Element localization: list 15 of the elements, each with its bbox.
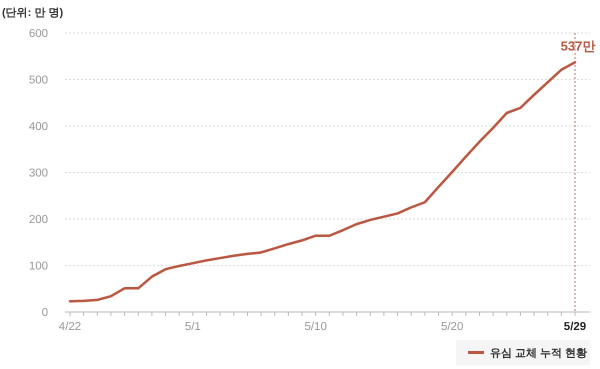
y-tick-label: 300: [28, 168, 48, 180]
y-tick-label: 100: [28, 260, 48, 272]
annotation: 537만: [560, 38, 596, 54]
y-tick-label: 0: [42, 307, 48, 319]
y-tick-label: 200: [28, 214, 48, 226]
x-tick-label: 5/29: [564, 321, 586, 333]
x-tick-label: 5/20: [440, 321, 464, 333]
y-tick-label: 500: [28, 74, 48, 86]
x-tick-label: 5/1: [184, 321, 201, 333]
x-tick-label: 4/22: [58, 321, 82, 333]
y-tick-label: 400: [28, 121, 48, 133]
x-tick-label: 5/10: [304, 321, 327, 333]
y-axis-title: (단위: 만 명): [2, 7, 64, 19]
y-tick-label: 600: [28, 28, 48, 40]
legend-label: 유심 교체 누적 현황: [490, 348, 588, 360]
